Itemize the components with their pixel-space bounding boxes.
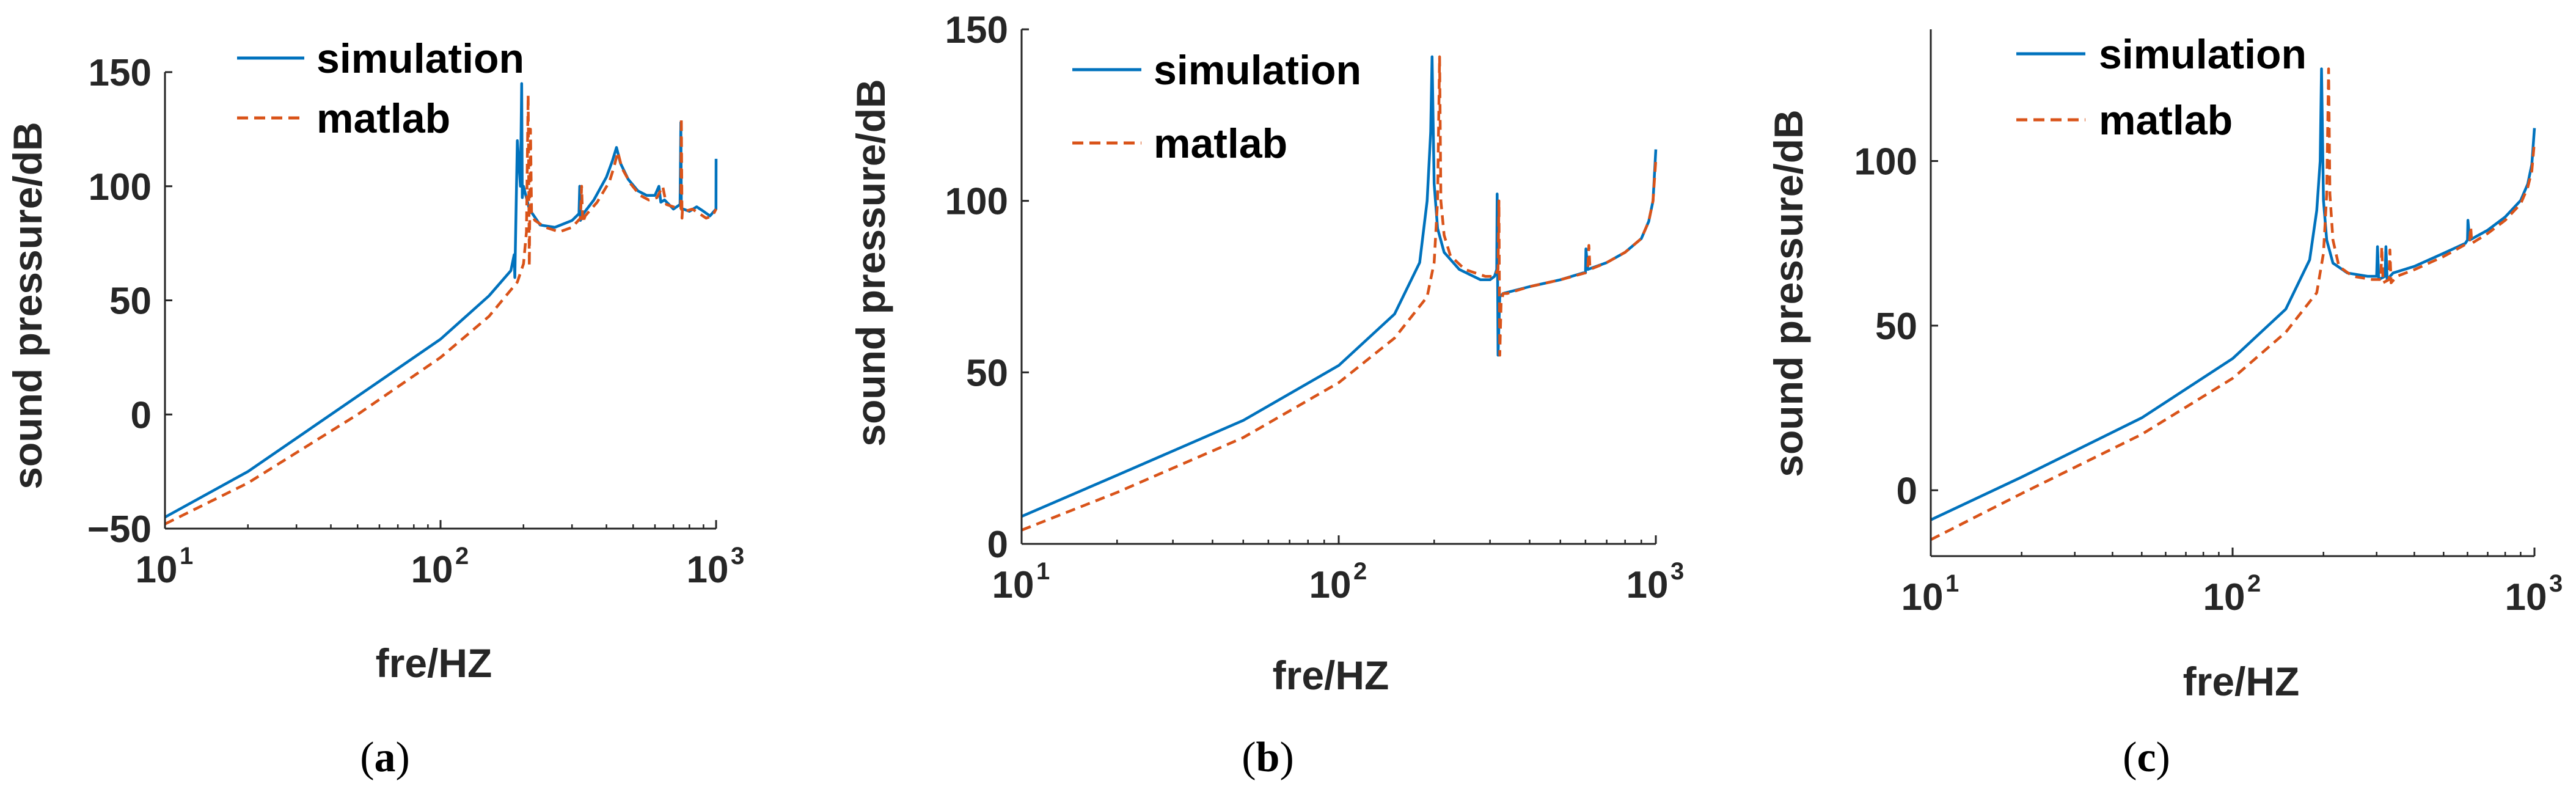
y-tick-label-c: 50 (1875, 306, 1917, 348)
x-tick-label-a: 10 (687, 549, 729, 591)
caption-label-b: b (1256, 734, 1280, 781)
plot-lines-a (164, 82, 718, 526)
y-tick-label-c: 100 (1854, 141, 1917, 183)
y-tick-label-b: 150 (945, 9, 1008, 51)
y-tick-label-a: −50 (87, 508, 152, 551)
x-tick-exponent-b: 1 (1036, 558, 1050, 585)
legend-label-matlab-c: matlab (2099, 97, 2233, 144)
legend-label-simulation-a: simulation (317, 35, 524, 82)
series-line-simulation-a (164, 82, 718, 519)
x-ticks-b: 10 1 10 2 10 3 (992, 535, 1684, 606)
x-tick-label-a: 10 (411, 549, 453, 591)
y-tick-label-c: 0 (1897, 470, 1917, 512)
x-tick-exponent-b: 3 (1670, 558, 1684, 585)
y-tick-label-a: 50 (109, 280, 152, 323)
legend-b: simulation matlab (1072, 47, 1361, 167)
caption-label-c: c (2137, 734, 2156, 781)
x-tick-label-c: 10 (2505, 576, 2547, 618)
x-tick-label-a: 10 (136, 549, 178, 591)
x-tick-label-b: 10 (1309, 564, 1352, 606)
y-ticks-b: 0 50 100 150 (945, 9, 1029, 566)
caption-c: (c) (2123, 734, 2170, 781)
y-ticks-a: −50 0 50 100 150 (87, 52, 172, 551)
legend-label-matlab-a: matlab (317, 95, 450, 142)
x-axis-title-c: fre/HZ (2183, 659, 2300, 704)
legend-label-matlab-b: matlab (1154, 120, 1287, 167)
x-tick-exponent-c: 2 (2247, 570, 2261, 597)
x-ticks-c: 10 1 10 2 10 3 (1901, 548, 2563, 618)
caption-b: (b) (1242, 734, 1294, 781)
series-line-matlab-a (164, 94, 717, 526)
plot-lines-c (1930, 67, 2536, 541)
y-tick-label-b: 100 (945, 181, 1008, 223)
series-line-matlab-b (1021, 55, 1658, 532)
legend-a: simulation matlab (237, 35, 524, 142)
x-tick-label-c: 10 (1901, 576, 1944, 618)
y-axis-title-c: sound pressure/dB (1766, 109, 1811, 477)
y-tick-label-b: 0 (987, 524, 1008, 566)
x-tick-exponent-a: 1 (180, 543, 193, 570)
y-tick-label-a: 0 (131, 394, 152, 436)
axes-b (1020, 29, 1656, 545)
series-line-simulation-b (1021, 55, 1658, 518)
x-axis-title-b: fre/HZ (1273, 653, 1389, 698)
x-ticks-a: 10 1 10 2 10 3 (136, 520, 744, 591)
x-tick-label-b: 10 (1626, 564, 1669, 606)
x-axis-title-a: fre/HZ (376, 640, 492, 686)
caption-label-a: a (375, 734, 396, 781)
x-tick-exponent-a: 3 (731, 543, 744, 570)
x-tick-exponent-b: 2 (1353, 558, 1367, 585)
y-tick-label-a: 100 (89, 166, 152, 208)
caption-a: (a) (360, 734, 410, 781)
y-tick-label-a: 150 (89, 52, 152, 94)
y-axis-title-a: sound pressure/dB (5, 122, 50, 489)
x-tick-exponent-c: 1 (1945, 570, 1959, 597)
x-tick-label-c: 10 (2203, 576, 2245, 618)
x-tick-exponent-a: 2 (455, 543, 469, 570)
y-ticks-c: 0 50 100 (1854, 141, 1938, 512)
y-tick-label-b: 50 (966, 352, 1008, 394)
legend-label-simulation-b: simulation (1154, 47, 1361, 94)
x-tick-exponent-c: 3 (2549, 570, 2563, 597)
y-axis-title-b: sound pressure/dB (848, 79, 893, 446)
legend-label-simulation-c: simulation (2099, 31, 2307, 78)
x-tick-label-b: 10 (992, 564, 1034, 606)
legend-c: simulation matlab (2016, 31, 2307, 144)
plot-lines-b (1021, 55, 1658, 532)
